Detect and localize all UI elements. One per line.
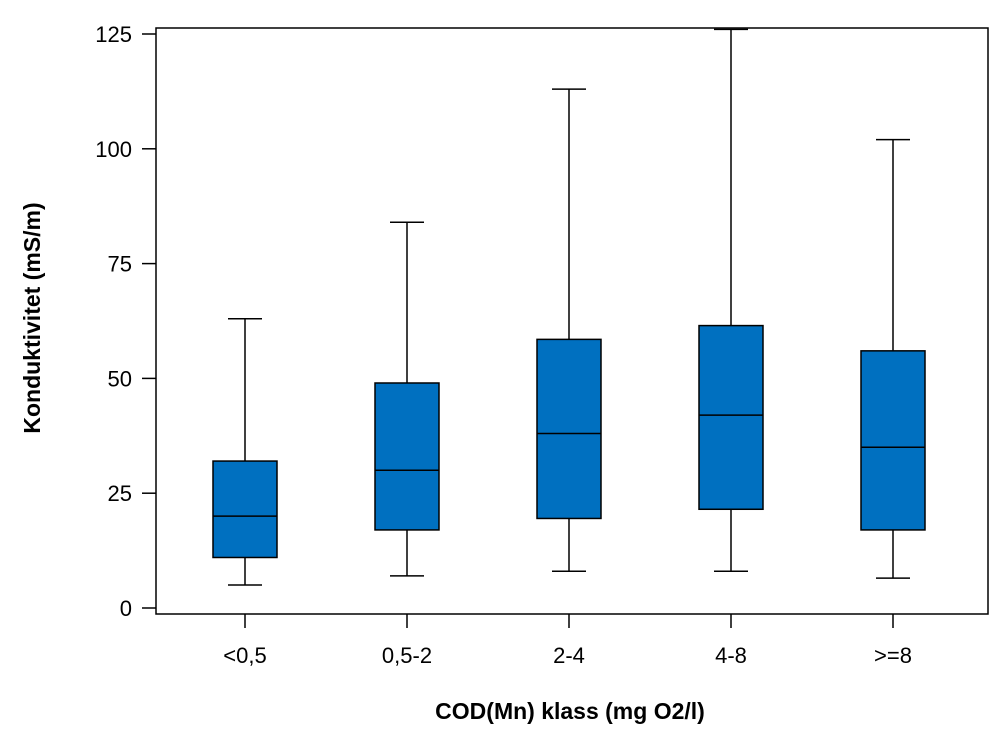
box-4 [698,28,764,573]
y-axis-title: Konduktivitet (mS/m) [19,202,45,433]
y-tick-label: 50 [108,366,132,391]
box-3 [536,88,602,573]
interquartile-box [536,338,602,520]
y-axis: 0 25 50 75 100 125 [95,22,156,621]
interquartile-box [374,382,440,531]
box-1 [212,317,278,586]
box-series [212,28,926,586]
plot-frame [155,27,989,615]
y-tick-label: 125 [95,22,132,47]
x-axis: <0,5 0,5-2 2-4 4-8 >=8 [223,614,912,668]
box-5 [860,138,926,579]
y-tick-label: 100 [95,137,132,162]
y-tick-label: 25 [108,481,132,506]
x-tick-label: 0,5-2 [382,643,432,668]
y-tick-label: 0 [120,596,132,621]
box-2 [374,221,440,577]
x-tick-label: >=8 [874,643,912,668]
x-axis-title: COD(Mn) klass (mg O2/l) [435,698,705,724]
x-tick-label: <0,5 [223,643,266,668]
y-tick-label: 75 [108,252,132,277]
x-tick-label: 4-8 [715,643,747,668]
interquartile-box [212,460,278,559]
interquartile-box [860,350,926,531]
x-tick-label: 2-4 [553,643,585,668]
interquartile-box [698,324,764,511]
